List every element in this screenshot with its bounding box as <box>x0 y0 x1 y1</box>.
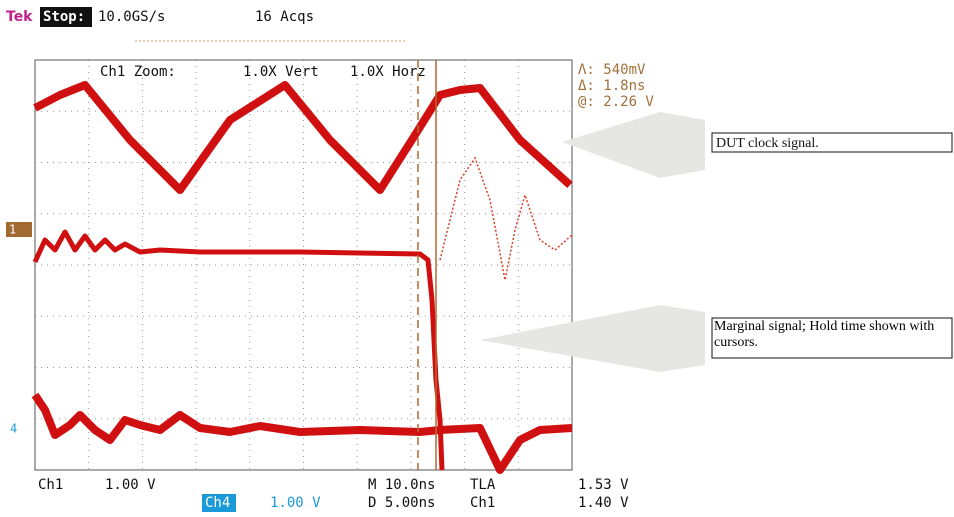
footer-channel: Ch1 <box>38 477 63 493</box>
annotation-wrap: Marginal signal; Hold time shown with cu… <box>714 319 950 359</box>
footer-delay: D 5.00ns <box>368 495 435 511</box>
brand: Tek <box>6 9 33 25</box>
zoom-horizontal: 1.0X Horz <box>350 64 426 80</box>
zoom-label: Ch1 Zoom: <box>100 64 176 80</box>
annotation: Marginal signal; Hold time shown with cu… <box>714 319 950 351</box>
footer-trigger: TLA <box>470 477 496 493</box>
sample-rate: 10.0GS/s <box>98 9 165 25</box>
status: Stop: <box>43 9 85 25</box>
annotation: DUT clock signal. <box>716 136 819 151</box>
ch1-marker: 1 <box>9 223 16 237</box>
footer-channel: Ch4 <box>205 495 230 511</box>
footer-trigger-level: 1.53 V <box>578 477 629 493</box>
footer-scale: 1.00 V <box>105 477 156 493</box>
zoom-vertical: 1.0X Vert <box>243 64 319 80</box>
cursor-readout: @: 2.26 V <box>578 94 654 110</box>
footer-trigger-level: 1.40 V <box>578 495 629 511</box>
footer-scale: 1.00 V <box>270 495 321 511</box>
acquisitions: 16 Acqs <box>255 9 314 25</box>
footer-timebase: M 10.0ns <box>368 477 435 493</box>
cursor-readout: Λ: 540mV <box>578 62 646 78</box>
ch4-marker: 4 <box>10 422 17 436</box>
footer-trigger-source: Ch1 <box>470 495 495 511</box>
cursor-readout: Δ: 1.8ns <box>578 78 645 94</box>
oscilloscope-screen: Tek Stop: 10.0GS/s 16 Acqs Ch1 Zoom: 1.0… <box>0 0 954 517</box>
